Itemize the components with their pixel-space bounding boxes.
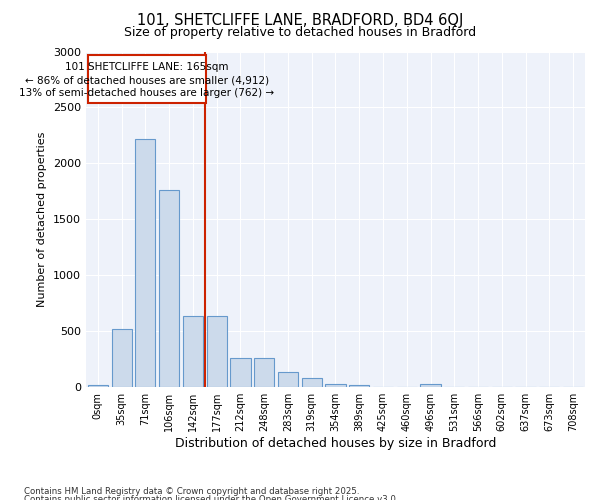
Bar [278,372,298,387]
Bar [254,358,274,387]
Text: ← 86% of detached houses are smaller (4,912): ← 86% of detached houses are smaller (4,… [25,76,269,86]
Bar [230,358,251,387]
Text: Contains public sector information licensed under the Open Government Licence v3: Contains public sector information licen… [24,495,398,500]
Text: Contains HM Land Registry data © Crown copyright and database right 2025.: Contains HM Land Registry data © Crown c… [24,488,359,496]
Bar [206,316,227,387]
Bar [373,386,393,387]
Text: 13% of semi-detached houses are larger (762) →: 13% of semi-detached houses are larger (… [19,88,274,99]
Text: Size of property relative to detached houses in Bradford: Size of property relative to detached ho… [124,26,476,39]
Bar [421,384,440,387]
Bar [302,378,322,387]
Bar [88,385,108,387]
Text: 101 SHETCLIFFE LANE: 165sqm: 101 SHETCLIFFE LANE: 165sqm [65,62,229,72]
Bar [135,139,155,387]
Bar [349,385,370,387]
Bar [325,384,346,387]
Bar [112,329,132,387]
Bar [183,316,203,387]
Bar [88,55,206,103]
Bar [159,190,179,387]
Text: 101, SHETCLIFFE LANE, BRADFORD, BD4 6QJ: 101, SHETCLIFFE LANE, BRADFORD, BD4 6QJ [137,12,463,28]
Y-axis label: Number of detached properties: Number of detached properties [37,132,47,307]
X-axis label: Distribution of detached houses by size in Bradford: Distribution of detached houses by size … [175,437,496,450]
